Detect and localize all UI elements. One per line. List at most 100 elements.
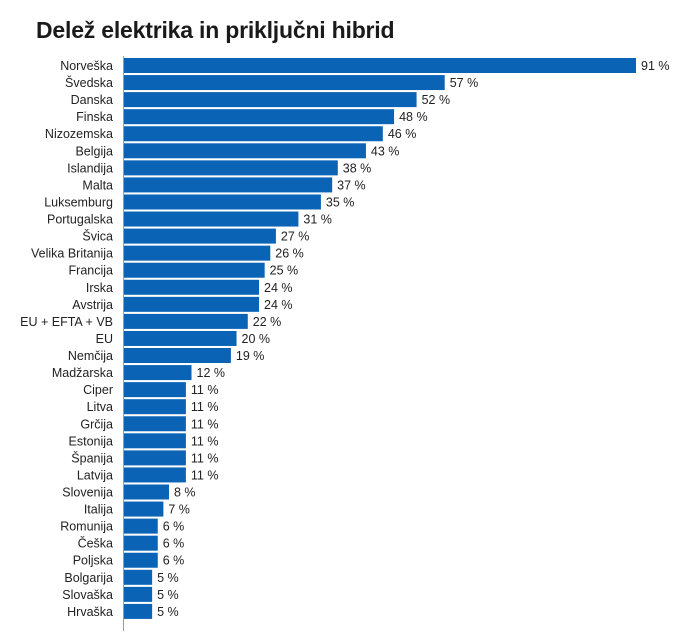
category-label-20: Litva bbox=[87, 400, 113, 414]
category-label-7: Malta bbox=[82, 178, 113, 192]
category-label-30: Bolgarija bbox=[64, 571, 113, 585]
value-label-16: 20 % bbox=[242, 332, 271, 346]
category-label-3: Finska bbox=[76, 110, 113, 124]
value-label-23: 11 % bbox=[191, 451, 219, 465]
bar-27 bbox=[124, 518, 158, 534]
bar-2 bbox=[124, 92, 417, 108]
bar-16 bbox=[124, 330, 237, 346]
category-label-16: EU bbox=[96, 332, 113, 346]
value-label-29: 6 % bbox=[163, 554, 185, 568]
value-label-13: 24 % bbox=[264, 281, 293, 295]
category-label-23: Španija bbox=[71, 450, 113, 465]
category-label-10: Švica bbox=[82, 229, 113, 244]
bar-7 bbox=[124, 177, 333, 193]
bar-11 bbox=[124, 245, 271, 261]
category-label-11: Velika Britanija bbox=[31, 247, 113, 261]
bar-31 bbox=[124, 586, 153, 602]
category-label-24: Latvija bbox=[77, 468, 113, 482]
bar-1 bbox=[124, 75, 445, 91]
value-label-11: 26 % bbox=[275, 247, 304, 261]
value-label-7: 37 % bbox=[337, 178, 366, 192]
value-label-1: 57 % bbox=[450, 76, 479, 90]
value-label-8: 35 % bbox=[326, 195, 355, 209]
bar-0 bbox=[124, 58, 636, 73]
bar-19 bbox=[124, 382, 186, 398]
value-label-21: 11 % bbox=[191, 417, 219, 431]
value-label-3: 48 % bbox=[399, 110, 428, 124]
value-label-27: 6 % bbox=[163, 520, 185, 534]
value-label-25: 8 % bbox=[174, 486, 196, 500]
category-label-0: Norveška bbox=[60, 59, 113, 73]
value-label-2: 52 % bbox=[422, 93, 451, 107]
category-label-15: EU + EFTA + VB bbox=[20, 315, 113, 329]
category-label-28: Češka bbox=[78, 536, 113, 551]
bar-22 bbox=[124, 433, 186, 449]
category-label-22: Estonija bbox=[69, 434, 114, 448]
bar-18 bbox=[124, 365, 192, 381]
category-label-19: Ciper bbox=[83, 383, 113, 397]
bar-14 bbox=[124, 296, 260, 312]
bar-4 bbox=[124, 126, 383, 142]
bars-group: Norveška 91 % Švedska 57 % Danska 52 % Finska 4… bbox=[20, 58, 670, 619]
category-label-1: Švedska bbox=[65, 75, 113, 90]
category-label-14: Avstrija bbox=[72, 298, 113, 312]
category-label-12: Francija bbox=[69, 264, 114, 278]
value-label-31: 5 % bbox=[157, 588, 179, 602]
category-label-8: Luksemburg bbox=[44, 195, 113, 209]
value-label-24: 11 % bbox=[191, 468, 219, 482]
bar-13 bbox=[124, 279, 260, 295]
value-label-12: 25 % bbox=[270, 264, 299, 278]
value-label-4: 46 % bbox=[388, 127, 417, 141]
category-label-13: Irska bbox=[86, 281, 113, 295]
category-label-6: Islandija bbox=[67, 161, 113, 175]
bar-3 bbox=[124, 109, 395, 125]
value-label-6: 38 % bbox=[343, 161, 372, 175]
bar-12 bbox=[124, 262, 265, 278]
category-label-27: Romunija bbox=[60, 520, 113, 534]
bar-5 bbox=[124, 143, 366, 159]
value-label-0: 91 % bbox=[641, 59, 670, 73]
bar-30 bbox=[124, 569, 153, 585]
value-label-22: 11 % bbox=[191, 434, 219, 448]
bar-20 bbox=[124, 399, 186, 415]
bar-23 bbox=[124, 450, 186, 466]
value-label-15: 22 % bbox=[253, 315, 282, 329]
value-label-14: 24 % bbox=[264, 298, 293, 312]
bar-15 bbox=[124, 313, 248, 329]
value-label-26: 7 % bbox=[168, 503, 190, 517]
bar-10 bbox=[124, 228, 276, 244]
category-label-17: Nemčija bbox=[68, 349, 113, 363]
value-label-10: 27 % bbox=[281, 230, 310, 244]
bar-9 bbox=[124, 211, 299, 227]
bar-21 bbox=[124, 416, 186, 432]
bar-17 bbox=[124, 348, 231, 364]
value-label-9: 31 % bbox=[303, 213, 332, 227]
category-label-29: Poljska bbox=[73, 554, 113, 568]
bar-26 bbox=[124, 501, 164, 517]
bar-29 bbox=[124, 552, 158, 568]
bar-8 bbox=[124, 194, 321, 210]
value-label-28: 6 % bbox=[163, 537, 185, 551]
category-label-18: Madžarska bbox=[52, 366, 113, 380]
value-label-19: 11 % bbox=[191, 383, 219, 397]
value-label-30: 5 % bbox=[157, 571, 179, 585]
category-label-4: Nizozemska bbox=[45, 127, 113, 141]
bar-24 bbox=[124, 467, 186, 483]
category-label-2: Danska bbox=[71, 93, 113, 107]
bar-6 bbox=[124, 160, 338, 176]
category-label-31: Slovaška bbox=[62, 588, 113, 602]
value-label-20: 11 % bbox=[191, 400, 219, 414]
category-label-9: Portugalska bbox=[47, 213, 113, 227]
category-label-26: Italija bbox=[84, 503, 113, 517]
value-label-5: 43 % bbox=[371, 144, 400, 158]
category-label-21: Grčija bbox=[80, 417, 113, 431]
bar-32 bbox=[124, 603, 153, 619]
category-label-5: Belgija bbox=[75, 144, 113, 158]
chart-title: Delež elektrika in priključni hibrid bbox=[36, 17, 395, 43]
value-label-18: 12 % bbox=[197, 366, 226, 380]
value-label-32: 5 % bbox=[157, 605, 179, 619]
category-label-32: Hrvaška bbox=[67, 605, 113, 619]
bar-28 bbox=[124, 535, 158, 551]
value-label-17: 19 % bbox=[236, 349, 265, 363]
